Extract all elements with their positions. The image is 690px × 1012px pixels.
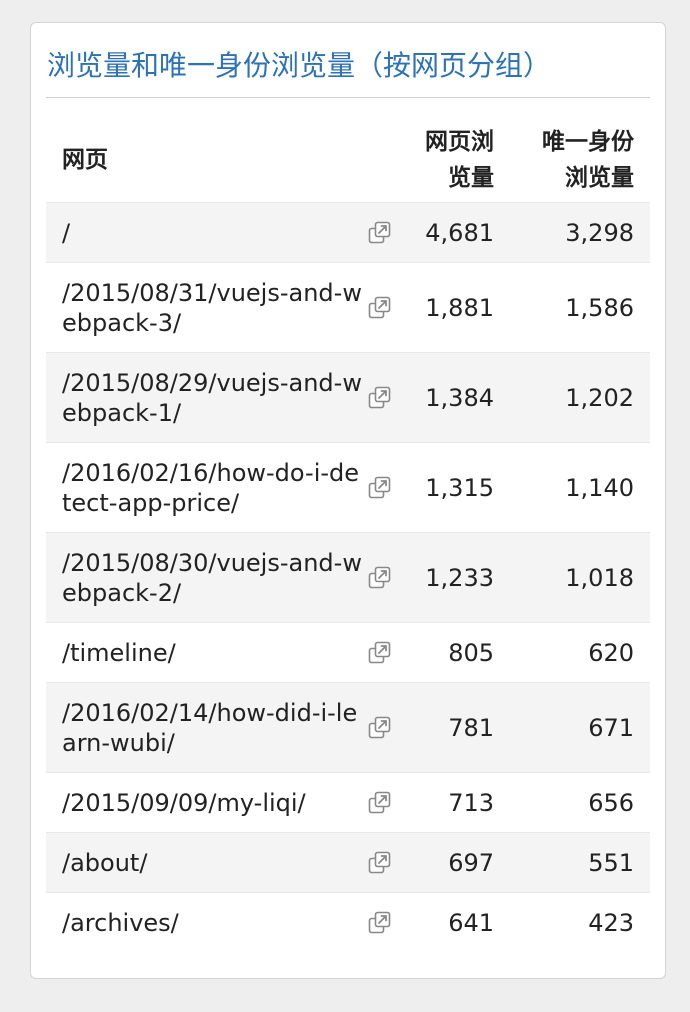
table-header: 网页 网页浏 览量 唯一身份 浏览量 <box>46 129 650 202</box>
table-row: /2016/02/14/how-did-i-learn-wubi/781 671 <box>46 682 650 772</box>
column-header-unique-line1: 唯一身份 <box>542 129 634 155</box>
page-path-link[interactable]: /archives/ <box>62 908 179 937</box>
unique-views-value: 551 <box>588 848 634 877</box>
title-divider <box>46 97 650 98</box>
page-path-link[interactable]: /2015/08/29/vuejs-and-webpack-1/ <box>62 368 362 427</box>
column-header-views[interactable]: 网页浏 览量 <box>390 124 494 196</box>
open-external-icon[interactable] <box>367 565 393 591</box>
unique-views-value: 656 <box>588 788 634 817</box>
unique-views-value: 1,018 <box>565 563 634 592</box>
page-path-link[interactable]: /2015/08/30/vuejs-and-webpack-2/ <box>62 548 362 607</box>
card-title: 浏览量和唯一身份浏览量（按网页分组） <box>47 49 552 82</box>
page-path-link[interactable]: /2016/02/14/how-did-i-learn-wubi/ <box>62 698 358 757</box>
views-value: 781 <box>448 713 494 742</box>
table-row: /2015/08/29/vuejs-and-webpack-1/1,384 1,2… <box>46 352 650 442</box>
table-row: /timeline/805 620 <box>46 622 650 682</box>
page-path-link[interactable]: /about/ <box>62 848 148 877</box>
column-header-page[interactable]: 网页 <box>62 147 108 173</box>
open-external-icon[interactable] <box>367 220 393 246</box>
page-path-link[interactable]: /2015/08/31/vuejs-and-webpack-3/ <box>62 278 362 337</box>
table-row: /2015/09/09/my-liqi/713 656 <box>46 772 650 832</box>
views-value: 1,881 <box>425 293 494 322</box>
views-value: 641 <box>448 908 494 937</box>
views-value: 713 <box>448 788 494 817</box>
column-header-unique-line2: 浏览量 <box>565 165 634 191</box>
views-value: 1,233 <box>425 563 494 592</box>
views-value: 1,315 <box>425 473 494 502</box>
table-row: / 4,681 3,298 <box>46 202 650 262</box>
open-external-icon[interactable] <box>367 475 393 501</box>
pageviews-card: 浏览量和唯一身份浏览量（按网页分组） 网页 网页浏 览量 唯一身份 浏览量 / 4… <box>30 22 666 979</box>
open-external-icon[interactable] <box>367 910 393 936</box>
open-external-icon[interactable] <box>367 640 393 666</box>
table-row: /2016/02/16/how-do-i-detect-app-price/1,… <box>46 442 650 532</box>
table-row: /2015/08/31/vuejs-and-webpack-3/1,881 1,5… <box>46 262 650 352</box>
unique-views-value: 3,298 <box>565 218 634 247</box>
open-external-icon[interactable] <box>367 715 393 741</box>
unique-views-value: 620 <box>588 638 634 667</box>
column-header-unique-views[interactable]: 唯一身份 浏览量 <box>516 124 634 196</box>
views-value: 1,384 <box>425 383 494 412</box>
views-value: 4,681 <box>425 218 494 247</box>
page-path-link[interactable]: /timeline/ <box>62 638 176 667</box>
views-value: 697 <box>448 848 494 877</box>
unique-views-value: 1,202 <box>565 383 634 412</box>
column-header-views-line1: 网页浏 <box>425 129 494 155</box>
open-external-icon[interactable] <box>367 790 393 816</box>
table-row: /archives/641 423 <box>46 892 650 952</box>
table-row: /about/697 551 <box>46 832 650 892</box>
column-header-views-line2: 览量 <box>448 165 494 191</box>
unique-views-value: 671 <box>588 713 634 742</box>
unique-views-value: 423 <box>588 908 634 937</box>
page-path-link[interactable]: / <box>62 218 71 247</box>
open-external-icon[interactable] <box>367 295 393 321</box>
open-external-icon[interactable] <box>367 850 393 876</box>
pageviews-table: 网页 网页浏 览量 唯一身份 浏览量 / 4,681 3,298/2015/08/3… <box>46 129 650 952</box>
table-row: /2015/08/30/vuejs-and-webpack-2/1,233 1,0… <box>46 532 650 622</box>
page-path-link[interactable]: /2016/02/16/how-do-i-detect-app-price/ <box>62 458 360 517</box>
page-path-link[interactable]: /2015/09/09/my-liqi/ <box>62 788 306 817</box>
unique-views-value: 1,140 <box>565 473 634 502</box>
unique-views-value: 1,586 <box>565 293 634 322</box>
table-body: / 4,681 3,298/2015/08/31/vuejs-and-webpack… <box>46 202 650 952</box>
views-value: 805 <box>448 638 494 667</box>
open-external-icon[interactable] <box>367 385 393 411</box>
